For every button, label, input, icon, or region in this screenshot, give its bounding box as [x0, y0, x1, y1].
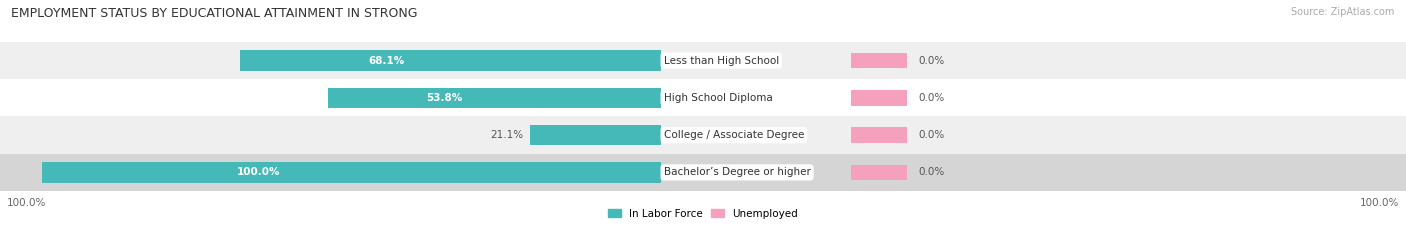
Text: EMPLOYMENT STATUS BY EDUCATIONAL ATTAINMENT IN STRONG: EMPLOYMENT STATUS BY EDUCATIONAL ATTAINM… — [11, 7, 418, 20]
Bar — [530, 125, 661, 145]
Text: High School Diploma: High School Diploma — [664, 93, 772, 103]
Text: 100.0%: 100.0% — [7, 198, 46, 208]
Bar — [0, 79, 1406, 116]
Text: 0.0%: 0.0% — [918, 56, 945, 65]
Bar — [851, 127, 907, 143]
Text: 0.0%: 0.0% — [918, 93, 945, 103]
Bar — [239, 50, 661, 71]
Bar — [328, 88, 661, 108]
Bar — [851, 90, 907, 106]
Text: Bachelor’s Degree or higher: Bachelor’s Degree or higher — [664, 168, 810, 177]
Text: 0.0%: 0.0% — [918, 168, 945, 177]
Text: College / Associate Degree: College / Associate Degree — [664, 130, 804, 140]
Text: 100.0%: 100.0% — [238, 168, 280, 177]
Legend: In Labor Force, Unemployed: In Labor Force, Unemployed — [609, 209, 797, 219]
Text: Less than High School: Less than High School — [664, 56, 779, 65]
Bar — [0, 42, 1406, 79]
Text: 100.0%: 100.0% — [1360, 198, 1399, 208]
Text: 21.1%: 21.1% — [491, 130, 523, 140]
Bar — [42, 162, 661, 183]
Text: 68.1%: 68.1% — [368, 56, 405, 65]
Bar — [0, 154, 1406, 191]
Text: 53.8%: 53.8% — [426, 93, 463, 103]
Bar — [0, 116, 1406, 154]
Bar — [851, 53, 907, 68]
Text: 0.0%: 0.0% — [918, 130, 945, 140]
Bar — [851, 165, 907, 180]
Text: Source: ZipAtlas.com: Source: ZipAtlas.com — [1291, 7, 1395, 17]
